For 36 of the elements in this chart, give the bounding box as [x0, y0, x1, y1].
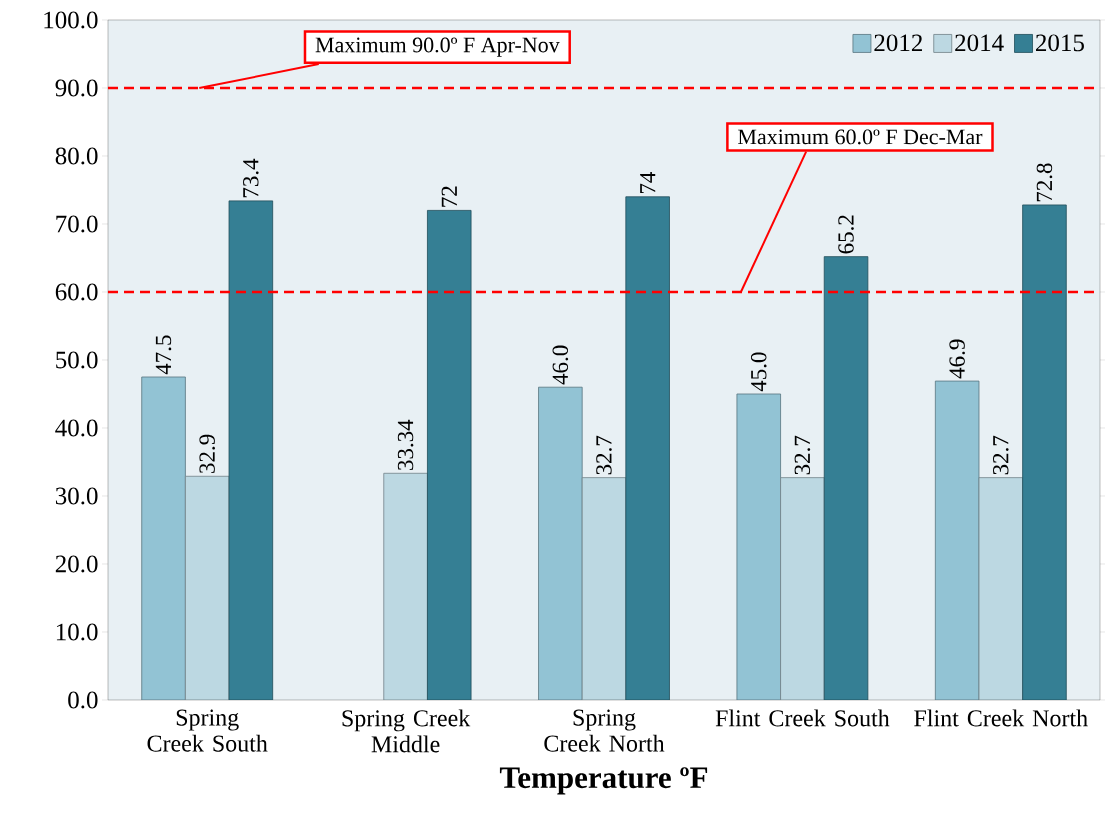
y-tick-label: 10.0	[56, 623, 98, 641]
x-axis-title: Temperature ºF	[499, 767, 708, 795]
x-tick-label: Spring Creek Middle	[342, 709, 471, 753]
y-tick-label: 70.0	[56, 215, 98, 233]
y-tick-label: 20.0	[55, 555, 98, 573]
x-tick-label: Spring Creek North	[544, 709, 665, 752]
data-label: 46.9	[949, 339, 965, 379]
data-label: 72.8	[1036, 163, 1053, 202]
ref-line-label: Maximum 60.0º F Dec-Mar	[738, 129, 983, 145]
legend-label: 2014	[955, 34, 1004, 52]
x-tick-label: Flint Creek South	[715, 709, 890, 727]
y-tick-label: 60.0	[55, 283, 98, 301]
data-label: 47.5	[155, 335, 172, 375]
y-tick-label: 40.0	[55, 419, 98, 437]
legend-label: 2015	[1036, 34, 1084, 52]
data-label: 32.7	[596, 435, 612, 475]
data-label: 45.0	[750, 352, 767, 392]
data-label: 32.7	[794, 435, 811, 475]
y-tick-label: 0.0	[68, 691, 98, 709]
x-tick-label: Spring Creek South	[147, 709, 268, 752]
y-tick-label: 50.0	[56, 351, 98, 369]
data-label: 74	[640, 171, 656, 194]
legend-label: 2012	[874, 34, 922, 52]
data-label: 33.34	[397, 419, 414, 470]
data-label: 73.4	[243, 158, 259, 198]
y-tick-label: 100.0	[44, 11, 98, 29]
data-label: 32.7	[993, 435, 1009, 475]
x-tick-label: Flint Creek North	[914, 709, 1088, 727]
data-label: 65.2	[838, 215, 854, 254]
data-label: 46.0	[552, 345, 569, 385]
y-tick-label: 30.0	[55, 487, 98, 505]
data-label: 32.9	[199, 434, 215, 473]
ref-line-label: Maximum 90.0º F Apr-Nov	[315, 37, 560, 57]
y-tick-label: 80.0	[55, 147, 98, 165]
data-label: 72	[441, 186, 457, 207]
y-tick-label: 90.0	[55, 79, 98, 97]
